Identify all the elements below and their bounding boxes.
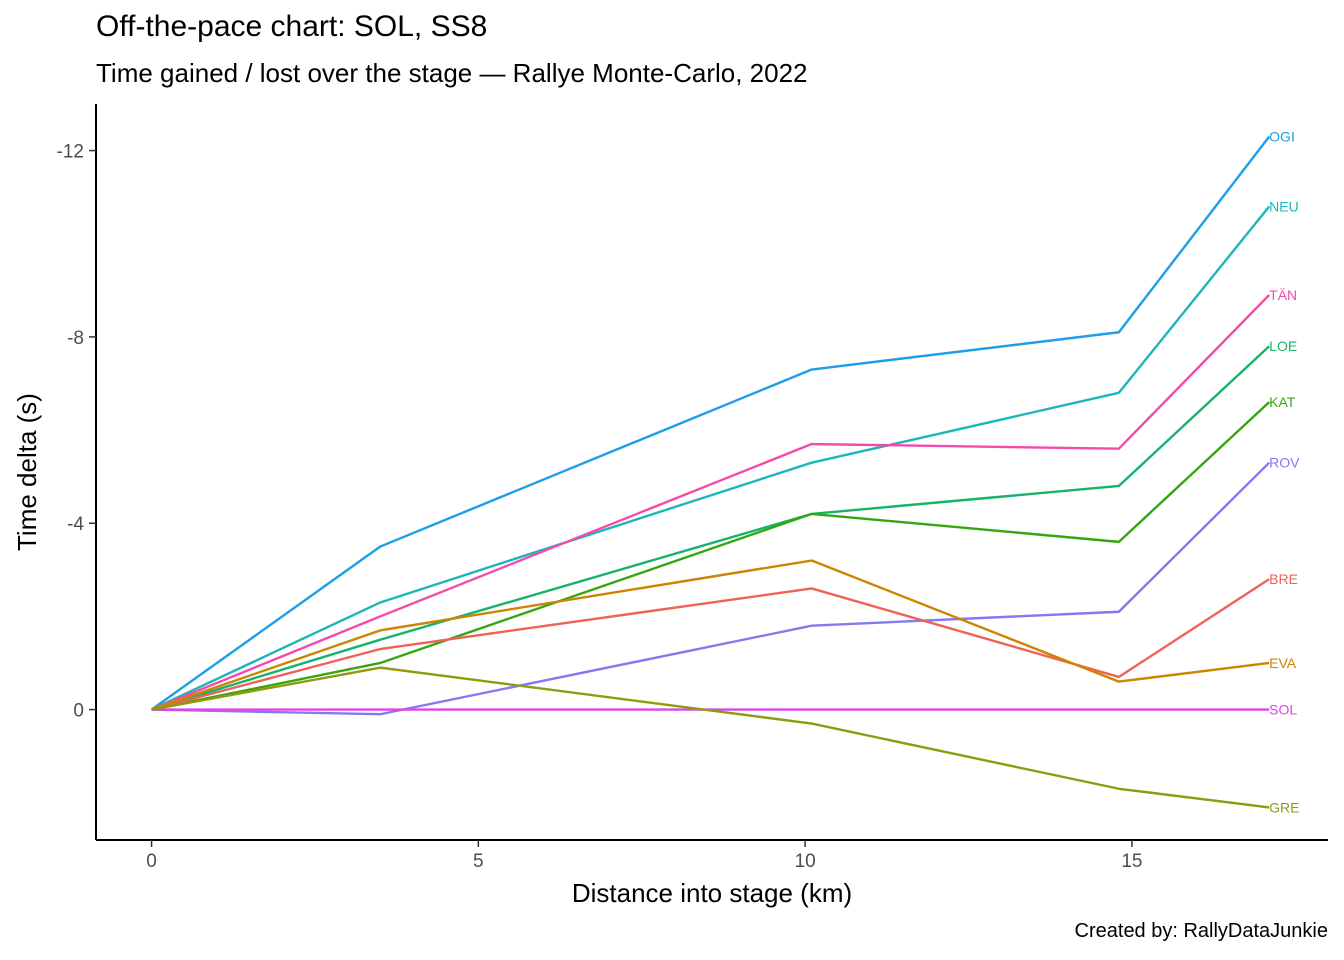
y-tick-label: 0 xyxy=(73,701,84,722)
series-line-gre xyxy=(151,666,1270,809)
series-line-bre xyxy=(151,578,1270,711)
x-tick-label: 0 xyxy=(146,851,157,872)
y-tick-label: -4 xyxy=(67,514,84,535)
series-line-tän xyxy=(151,294,1271,711)
series-end-label: SOL xyxy=(1269,702,1297,718)
x-tick-label: 5 xyxy=(473,851,484,872)
series-end-label: TÄN xyxy=(1269,287,1297,303)
series-layer xyxy=(150,135,1271,809)
series-end-label: OGI xyxy=(1269,129,1295,145)
series-end-label: BRE xyxy=(1269,571,1298,587)
chart-caption: Created by: RallyDataJunkie xyxy=(1074,920,1328,942)
series-end-label: ROV xyxy=(1269,455,1300,471)
series-end-label: GRE xyxy=(1269,799,1299,815)
chart-title: Off-the-pace chart: SOL, SS8 xyxy=(96,10,488,43)
series-line-kat xyxy=(151,401,1270,711)
x-axis-title: Distance into stage (km) xyxy=(572,878,852,908)
series-end-label: NEU xyxy=(1269,198,1299,214)
series-end-label: EVA xyxy=(1269,655,1297,671)
series-line-loe xyxy=(151,345,1270,711)
y-tick-label: -12 xyxy=(57,142,84,163)
x-tick-label: 15 xyxy=(1121,851,1142,872)
y-axis-title: Time delta (s) xyxy=(12,393,42,551)
chart-subtitle: Time gained / lost over the stage — Rall… xyxy=(96,58,808,88)
series-end-label: KAT xyxy=(1269,394,1296,410)
series-line-neu xyxy=(151,205,1271,711)
end-label-layer: OGI NEU TÄN LOE KAT ROV BRE EVA SOL GRE xyxy=(1269,129,1300,816)
series-line-ogi xyxy=(150,135,1271,711)
series-line-eva xyxy=(151,559,1270,711)
series-line-rov xyxy=(151,461,1271,716)
series-end-label: LOE xyxy=(1269,338,1297,354)
x-tick-label: 10 xyxy=(795,851,816,872)
tick-layer: 0 5 10 15 -12 -8 -4 0 xyxy=(57,142,1143,872)
y-tick-label: -8 xyxy=(67,328,84,349)
